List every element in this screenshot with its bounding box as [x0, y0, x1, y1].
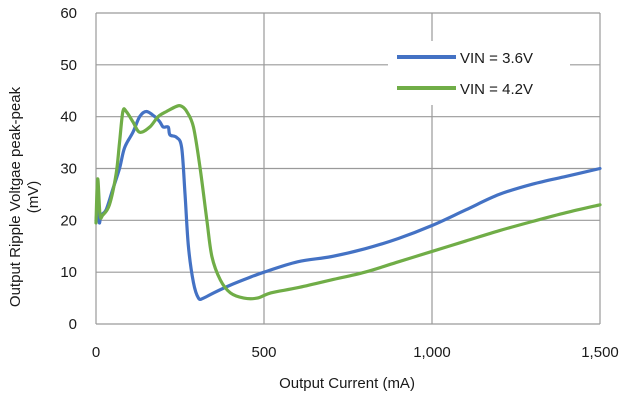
y-tick-label: 30: [60, 161, 77, 178]
legend-label-vin-4-2: VIN = 4.2V: [460, 81, 533, 98]
x-tick-label: 1,500: [581, 344, 619, 361]
y-tick-label: 50: [60, 57, 77, 74]
legend-background: [388, 41, 570, 105]
y-axis-title-line-2: (mV): [25, 181, 42, 214]
series-line-vin-3-6: [94, 109, 602, 302]
x-tick-label: 500: [251, 344, 276, 361]
series-group: [94, 104, 602, 302]
series-line-vin-4-2: [94, 104, 602, 301]
x-tick-label: 0: [92, 344, 100, 361]
y-axis-title-line-1: Output Ripple Voltgae peak-peak: [7, 86, 24, 307]
y-tick-label: 20: [60, 212, 77, 229]
y-tick-label: 0: [69, 316, 77, 333]
legend-label-vin-3-6: VIN = 3.6V: [460, 50, 533, 67]
plot-frame: [95, 13, 600, 325]
y-tick-label: 40: [60, 109, 77, 126]
x-axis: 0 500 1,000 1,500: [92, 344, 619, 361]
y-tick-label: 10: [60, 264, 77, 281]
x-axis-title: Output Current (mA): [279, 375, 415, 392]
y-axis-title: Output Ripple Voltgae peak-peak (mV): [7, 86, 42, 307]
x-tick-label: 1,000: [413, 344, 451, 361]
y-tick-label: 60: [60, 5, 77, 22]
y-axis: 0 10 20 30 40 50 60: [60, 5, 77, 333]
legend: VIN = 3.6V VIN = 4.2V: [388, 41, 570, 105]
